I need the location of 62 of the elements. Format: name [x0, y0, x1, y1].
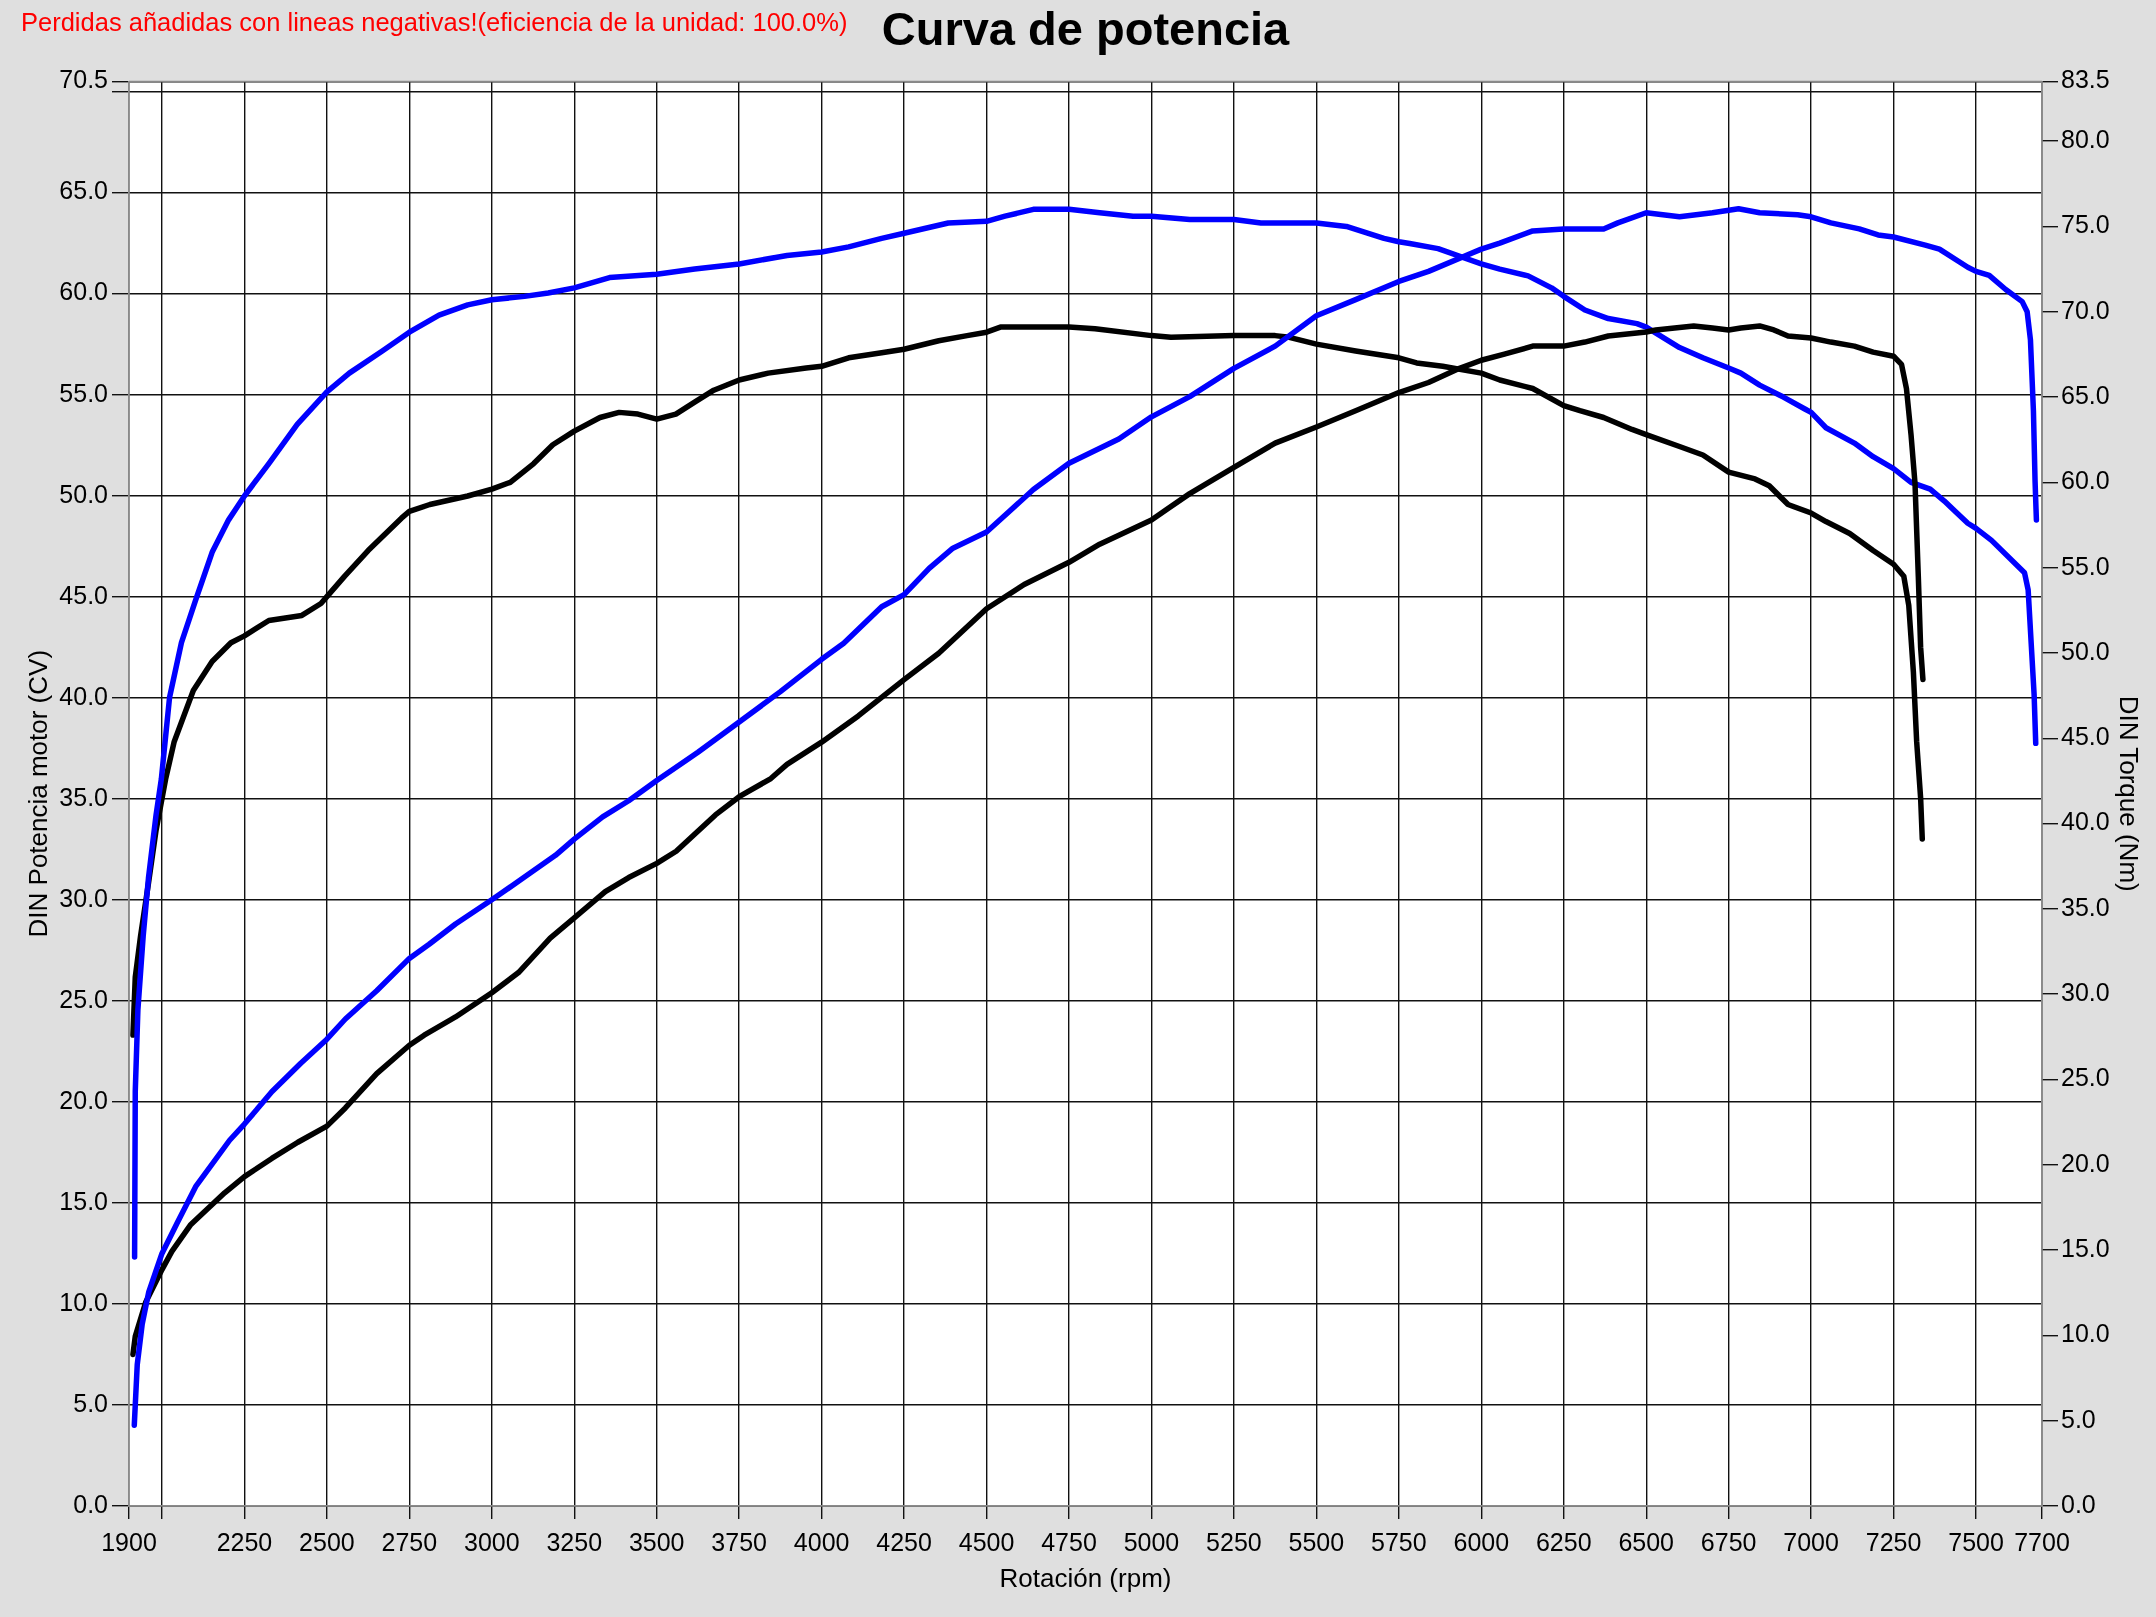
x-tick-label: 7700 — [2014, 1527, 2070, 1556]
y2-axis-title: DIN Torque (Nm) — [2114, 695, 2145, 892]
x-tick-label: 2250 — [216, 1527, 273, 1556]
y2-tick-label: 50.0 — [2061, 636, 2110, 665]
y2-tick-label: 15.0 — [2061, 1233, 2110, 1262]
y2-tick-label: 80.0 — [2061, 125, 2110, 153]
y2-tick-label: 10.0 — [2061, 1319, 2110, 1348]
y-tick-label: 20.0 — [59, 1085, 108, 1114]
y-tick-label: 5.0 — [73, 1388, 108, 1417]
x-tick-label: 5000 — [1123, 1527, 1180, 1556]
y2-tick-label: 45.0 — [2061, 722, 2110, 751]
y-tick-label: 65.0 — [59, 176, 108, 205]
x-tick-label: 6250 — [1535, 1527, 1592, 1556]
x-tick-label: 6750 — [1700, 1527, 1757, 1556]
x-tick-label: 2750 — [381, 1527, 438, 1556]
x-tick-label: 3750 — [711, 1527, 767, 1556]
y2-tick-label: 75.0 — [2061, 210, 2110, 239]
x-axis-title: Rotación (rpm) — [999, 1562, 1172, 1593]
y2-tick-label: 0.0 — [2061, 1489, 2096, 1518]
y-tick-label: 50.0 — [59, 479, 108, 508]
y2-tick-label: 35.0 — [2061, 892, 2110, 921]
y-tick-label: 0.0 — [73, 1489, 108, 1518]
x-tick-label: 4000 — [793, 1527, 850, 1556]
x-tick-label: 2500 — [299, 1527, 355, 1556]
x-tick-label: 4250 — [876, 1527, 932, 1556]
y-tick-label: 45.0 — [59, 580, 108, 609]
y-tick-label: 30.0 — [59, 883, 108, 912]
x-tick-label: 4750 — [1041, 1527, 1097, 1556]
y-tick-label: 70.5 — [59, 65, 108, 94]
x-tick-label: 5750 — [1371, 1527, 1427, 1556]
y2-tick-label: 5.0 — [2061, 1404, 2096, 1433]
x-tick-label: 1900 — [101, 1527, 157, 1556]
y2-tick-label: 25.0 — [2061, 1063, 2110, 1092]
y2-tick-label: 65.0 — [2061, 380, 2110, 409]
y-tick-label: 25.0 — [59, 984, 108, 1013]
x-tick-label: 3000 — [464, 1527, 520, 1556]
y2-tick-label: 70.0 — [2061, 295, 2110, 324]
y2-tick-label: 40.0 — [2061, 807, 2110, 836]
x-tick-label: 4500 — [958, 1527, 1015, 1556]
y2-tick-label: 55.0 — [2061, 551, 2110, 580]
y-tick-label: 35.0 — [59, 782, 108, 811]
x-tick-label: 3250 — [546, 1527, 603, 1556]
x-tick-label: 3500 — [628, 1527, 685, 1556]
x-tick-label: 7000 — [1783, 1527, 1839, 1556]
y-tick-label: 60.0 — [59, 277, 108, 306]
y2-tick-label: 83.5 — [2061, 65, 2110, 94]
y2-tick-label: 20.0 — [2061, 1148, 2110, 1177]
x-tick-label: 6000 — [1453, 1527, 1510, 1556]
y-tick-label: 15.0 — [59, 1186, 108, 1215]
chart-title: Curva de potencia — [881, 2, 1291, 56]
x-tick-label: 7500 — [1948, 1527, 2004, 1556]
x-tick-label: 7250 — [1865, 1527, 1922, 1556]
y-tick-label: 40.0 — [59, 681, 108, 710]
x-tick-label: 5250 — [1206, 1527, 1262, 1556]
y-tick-label: 10.0 — [59, 1287, 108, 1316]
text: Perdidas añadidas con lineas negativas!(eficiencia de la unidad: 100.0%) — [21, 8, 848, 37]
y2-tick-label: 30.0 — [2061, 978, 2110, 1007]
y2-tick-label: 60.0 — [2061, 466, 2110, 495]
x-tick-label: 6500 — [1618, 1527, 1675, 1556]
y-tick-label: 55.0 — [59, 378, 108, 407]
x-tick-label: 5500 — [1288, 1527, 1345, 1556]
y-axis-title: DIN Potencia motor (CV) — [22, 649, 53, 938]
